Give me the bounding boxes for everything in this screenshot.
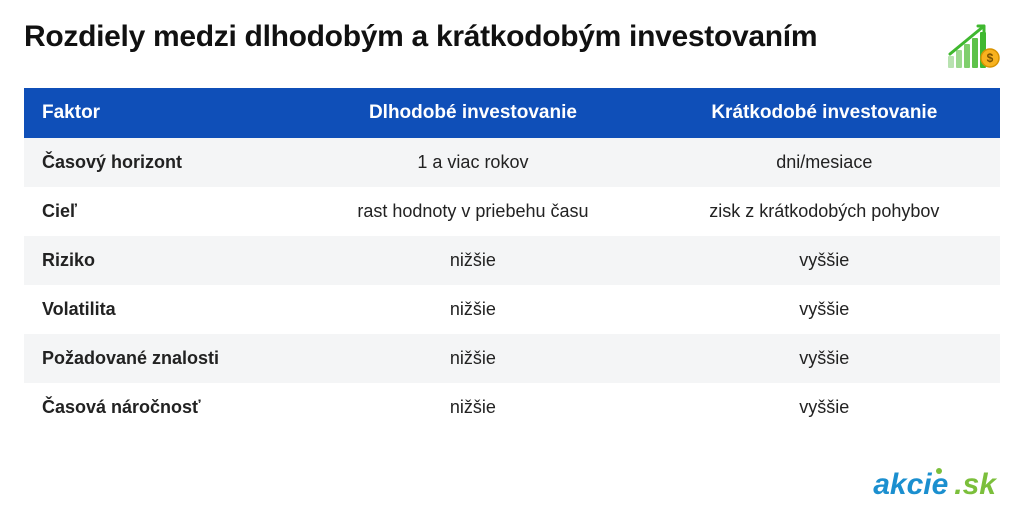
table-header-row: Faktor Dlhodobé investovanie Krátkodobé … (24, 88, 1000, 138)
cell-short: dni/mesiace (649, 138, 1000, 187)
cell-factor: Volatilita (24, 285, 297, 334)
cell-long: nižšie (297, 236, 648, 285)
comparison-table: Faktor Dlhodobé investovanie Krátkodobé … (24, 88, 1000, 432)
table-row: Časový horizont1 a viac rokovdni/mesiace (24, 138, 1000, 187)
table-row: Volatilitanižšievyššie (24, 285, 1000, 334)
brand-logo: akcie.sk (873, 468, 996, 502)
logo-part2: .sk (954, 468, 996, 501)
cell-factor: Cieľ (24, 187, 297, 236)
cell-factor: Časový horizont (24, 138, 297, 187)
cell-short: zisk z krátkodobých pohybov (649, 187, 1000, 236)
cell-factor: Riziko (24, 236, 297, 285)
cell-short: vyššie (649, 236, 1000, 285)
cell-long: nižšie (297, 285, 648, 334)
page-title: Rozdiely medzi dlhodobým a krátkodobým i… (24, 20, 817, 54)
col-header-factor: Faktor (24, 88, 297, 138)
table-row: Požadované znalostinižšievyššie (24, 334, 1000, 383)
svg-text:$: $ (987, 51, 994, 65)
cell-long: nižšie (297, 334, 648, 383)
cell-long: nižšie (297, 383, 648, 432)
cell-short: vyššie (649, 383, 1000, 432)
table-row: Časová náročnosťnižšievyššie (24, 383, 1000, 432)
cell-short: vyššie (649, 285, 1000, 334)
col-header-long: Dlhodobé investovanie (297, 88, 648, 138)
table-row: Cieľrast hodnoty v priebehu časuzisk z k… (24, 187, 1000, 236)
col-header-short: Krátkodobé investovanie (649, 88, 1000, 138)
cell-long: rast hodnoty v priebehu času (297, 187, 648, 236)
table-row: Rizikonižšievyššie (24, 236, 1000, 285)
cell-factor: Časová náročnosť (24, 383, 297, 432)
cell-long: 1 a viac rokov (297, 138, 648, 187)
cell-factor: Požadované znalosti (24, 334, 297, 383)
growth-chart-icon: $ (946, 20, 1000, 70)
cell-short: vyššie (649, 334, 1000, 383)
